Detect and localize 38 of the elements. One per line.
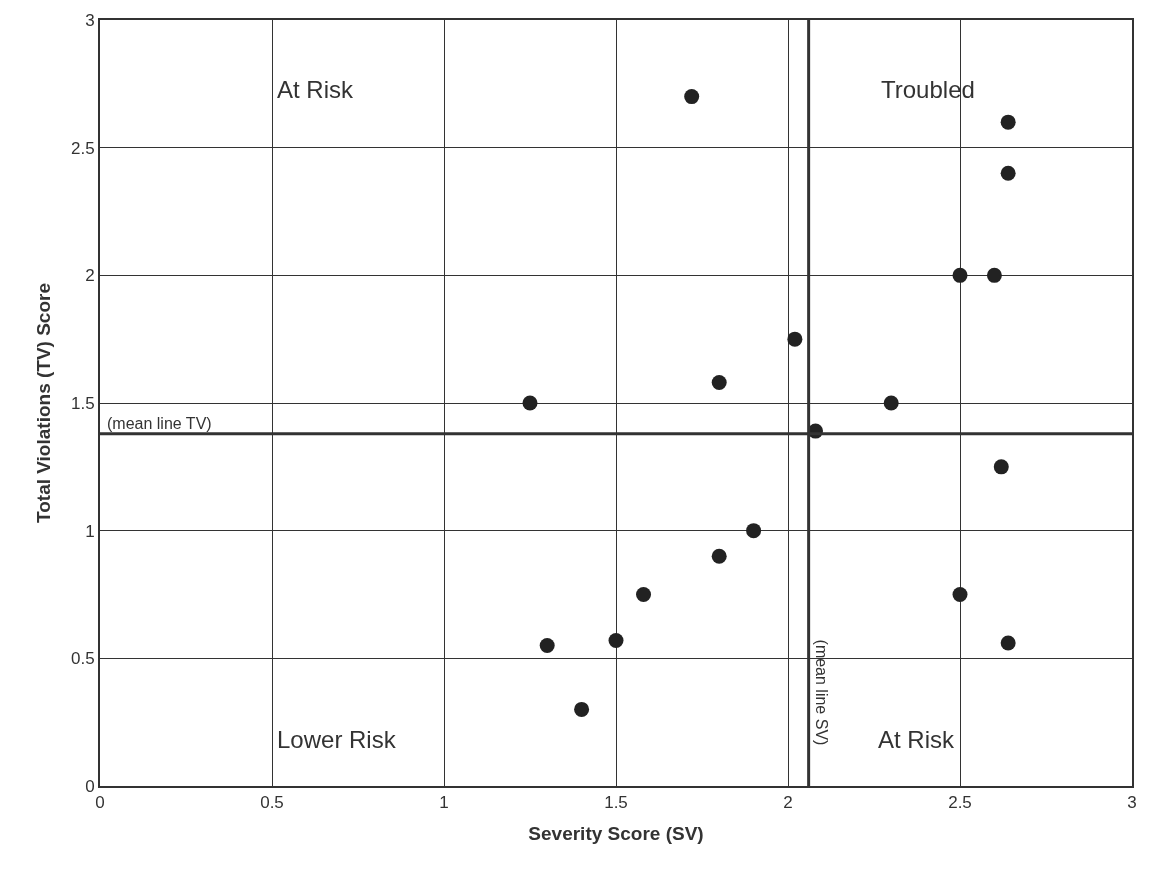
y-tick-label: 2 [85,266,95,286]
point [636,587,652,602]
point [993,459,1009,475]
point [522,395,538,411]
point [574,701,590,717]
point [952,587,968,602]
y-tick-label: 0 [85,776,95,796]
y-tick-label: 2.5 [70,138,95,158]
point [883,395,899,411]
point [1000,635,1016,651]
point [787,331,803,347]
ref-line-label: (mean line SV) [812,639,830,746]
x-tick-label: 3 [1127,793,1137,813]
annotation: At Risk [878,726,956,753]
x-tick-label: 2.5 [948,793,972,813]
point [539,638,555,654]
x-tick-label: 1 [439,793,449,813]
annotation: Lower Risk [277,726,397,753]
y-tick-label: 1 [85,521,95,541]
x-axis-title: Severity Score (SV) [528,822,704,844]
y-tick-label: 1.5 [70,393,95,413]
ref-line-label: (mean line TV) [107,415,212,432]
x-tick-label: 2 [783,793,793,813]
point [711,375,727,391]
x-tick-label: 0.5 [260,793,284,813]
point [711,548,727,564]
x-tick-label: 1.5 [604,793,628,813]
y-axis-title: Total Violations (TV) Score [33,283,55,523]
annotation: At Risk [277,76,355,103]
point [684,89,700,105]
point [608,632,624,648]
y-tick-label: 3 [85,10,95,30]
y-tick-label: 0.5 [70,649,95,669]
point [986,267,1002,283]
point [952,267,968,283]
point [1000,114,1016,130]
point [746,523,762,539]
point [1000,165,1016,181]
